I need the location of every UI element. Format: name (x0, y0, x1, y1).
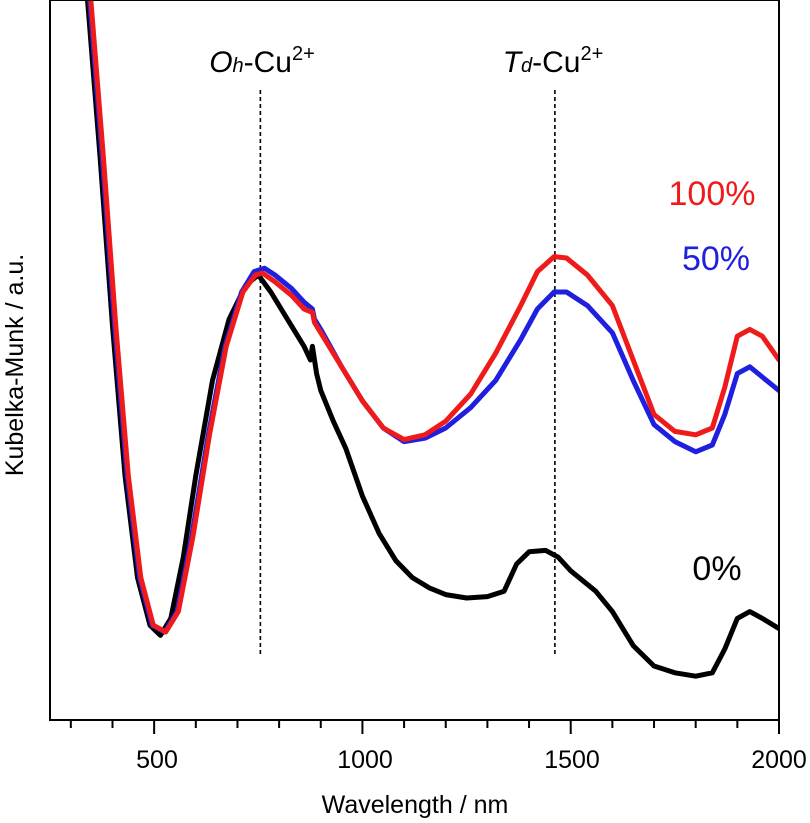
x-axis-ticks (69, 720, 780, 734)
series-line-100-percent (88, 0, 779, 635)
peak-label-oh-base: O (209, 46, 232, 79)
series-label-0-percent: 0% (692, 550, 741, 588)
peak-label-oh-suffix: -Cu (244, 46, 292, 79)
peak-label-td: Td-Cu2+ (503, 43, 604, 79)
peak-label-oh: Oh-Cu2+ (209, 43, 315, 79)
series-lines (85, 0, 779, 679)
peak-label-oh-sub: h (233, 55, 244, 77)
series-label-100-percent: 100% (669, 175, 756, 213)
peak-label-oh-sup: 2+ (292, 43, 315, 65)
x-tick-label-1000: 1000 (337, 746, 393, 774)
x-axis-title: Wavelength / nm (322, 791, 509, 819)
plot-frame (49, 0, 780, 721)
x-tick-label-2000: 2000 (751, 746, 807, 774)
x-tick-label-1500: 1500 (544, 746, 600, 774)
peak-label-td-sub: d (521, 55, 533, 77)
y-axis-title: Kubelka-Munk / a.u. (1, 254, 29, 476)
peak-label-td-base: T (503, 46, 524, 79)
reference-lines (259, 90, 556, 655)
x-tick-label-500: 500 (136, 746, 178, 774)
peak-label-td-suffix: -Cu (532, 46, 580, 79)
peak-label-td-sup: 2+ (580, 43, 603, 65)
series-label-50-percent: 50% (682, 240, 750, 278)
series-line-0-percent (85, 0, 779, 679)
